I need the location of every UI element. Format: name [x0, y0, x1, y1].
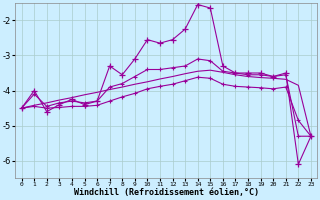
X-axis label: Windchill (Refroidissement éolien,°C): Windchill (Refroidissement éolien,°C): [74, 188, 259, 197]
